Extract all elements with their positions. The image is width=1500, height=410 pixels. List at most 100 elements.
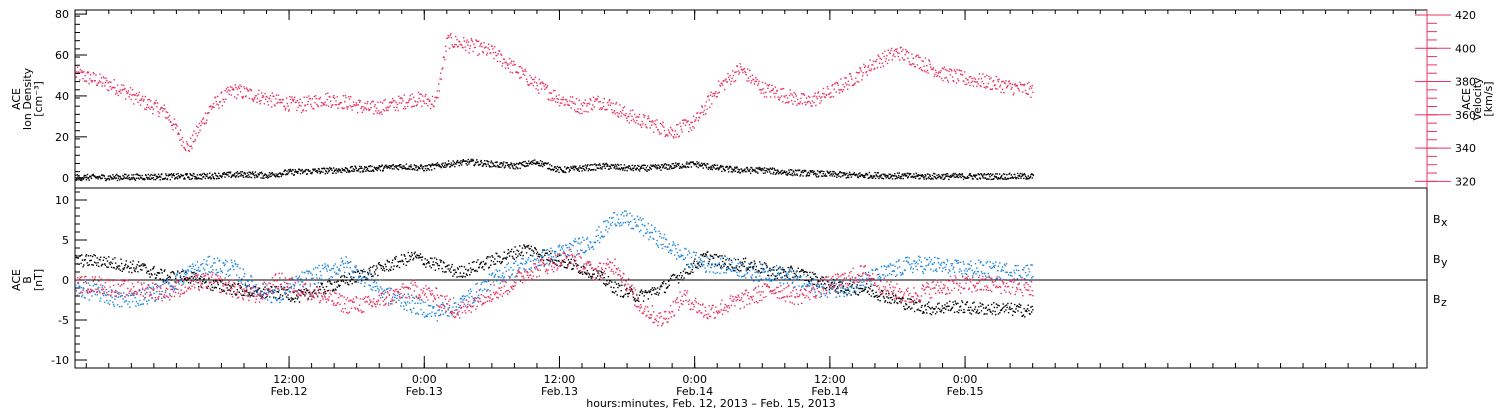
series-Bx-point [356,279,358,281]
series-Bx-point [299,289,301,291]
series-Bx-point [724,263,726,266]
series-Bx-point [646,291,649,294]
velocity-series-point [753,83,756,85]
density-series-point [570,166,572,168]
density-series-point [543,162,545,164]
density-series-point [359,171,361,173]
series-Bx-point [642,300,645,302]
velocity-series-point [132,93,134,96]
density-series-point [1014,176,1016,178]
velocity-series-point [237,86,240,88]
density-series-point [838,175,840,177]
velocity-series-point [939,71,941,74]
density-series-point [367,169,369,172]
density-series-point [711,167,713,169]
series-Bx-point [613,292,616,294]
density-series-point [143,177,145,180]
velocity-series-point [497,53,499,55]
density-series-point [419,165,422,167]
density-series-point [382,169,384,171]
density-series-point [812,171,814,174]
series-Bx-point [878,295,881,297]
density-series-point [268,174,270,176]
density-series-point [968,174,970,176]
density-series-point [547,167,549,170]
series-Bx-point [279,294,282,296]
velocity-series-point [721,82,723,85]
velocity-series-point [75,70,77,73]
series-By-point [188,265,190,268]
density-series-point [135,177,138,179]
series-Bx-point [751,266,754,268]
series-Bx-point [847,289,850,291]
velocity-series-point [480,42,482,44]
velocity-series-point [589,98,591,100]
velocity-series-point [736,65,739,68]
density-series-point [255,175,258,177]
series-Bx-point [782,268,784,271]
series-Bx-point [952,301,954,303]
series-Bx-point [940,311,942,313]
velocity-series-point [538,92,540,94]
density-series-point [832,170,834,173]
series-Bx-point [469,274,471,276]
series-Bx-point [904,308,906,311]
velocity-series-point [542,82,545,85]
velocity-series-point [260,92,263,94]
velocity-series-point [333,94,335,97]
series-Bx-point [259,295,261,297]
density-series-point [713,167,715,169]
density-series-point [820,175,823,177]
velocity-series-point [244,87,246,90]
density-series-point [133,174,135,176]
velocity-series-point [175,127,177,129]
density-series-point [567,167,570,169]
density-series-point [677,163,679,165]
density-series-point [783,171,785,173]
velocity-series-point [181,144,183,147]
velocity-series-point [1014,83,1016,85]
velocity-series-point [987,82,989,85]
density-series-point [116,173,118,176]
series-Bx-point [429,265,431,267]
series-Bx-point [588,276,590,278]
series-By-point [99,300,101,302]
velocity-series-point [489,52,491,54]
density-series-point [590,164,592,166]
series-Bx-point [1002,303,1004,305]
velocity-series-point [375,107,378,109]
velocity-series-point [137,101,139,103]
series-Bx-point [879,300,881,302]
density-series-point [403,165,405,167]
density-series-point [339,169,342,171]
density-series-point [791,169,793,171]
series-Bx-point [621,284,623,286]
series-Bx-point [606,279,608,282]
series-By-point [160,297,163,300]
series-By-point [197,269,199,271]
density-series-point [242,176,245,178]
velocity-series-point [476,40,478,43]
velocity-series-point [739,63,741,65]
velocity-series-point [658,131,660,133]
velocity-series-point [817,92,819,94]
series-By-point [210,266,212,268]
velocity-series-point [822,92,824,95]
series-By-point [204,269,206,271]
density-series-point [426,165,428,167]
series-By-point [130,294,132,296]
density-series-point [376,167,379,170]
velocity-series-point [913,63,915,65]
velocity-series-point [573,102,575,104]
velocity-series-point [975,81,977,83]
velocity-series-point [676,133,678,135]
velocity-series-point [407,101,409,104]
series-By-point [201,273,203,275]
series-By-point [171,285,173,288]
velocity-series-point [577,111,580,113]
velocity-series-point [393,106,395,109]
density-series-point [82,178,85,180]
velocity-series-point [402,100,404,102]
series-Bx-point [671,279,673,281]
velocity-series-point [79,68,82,71]
